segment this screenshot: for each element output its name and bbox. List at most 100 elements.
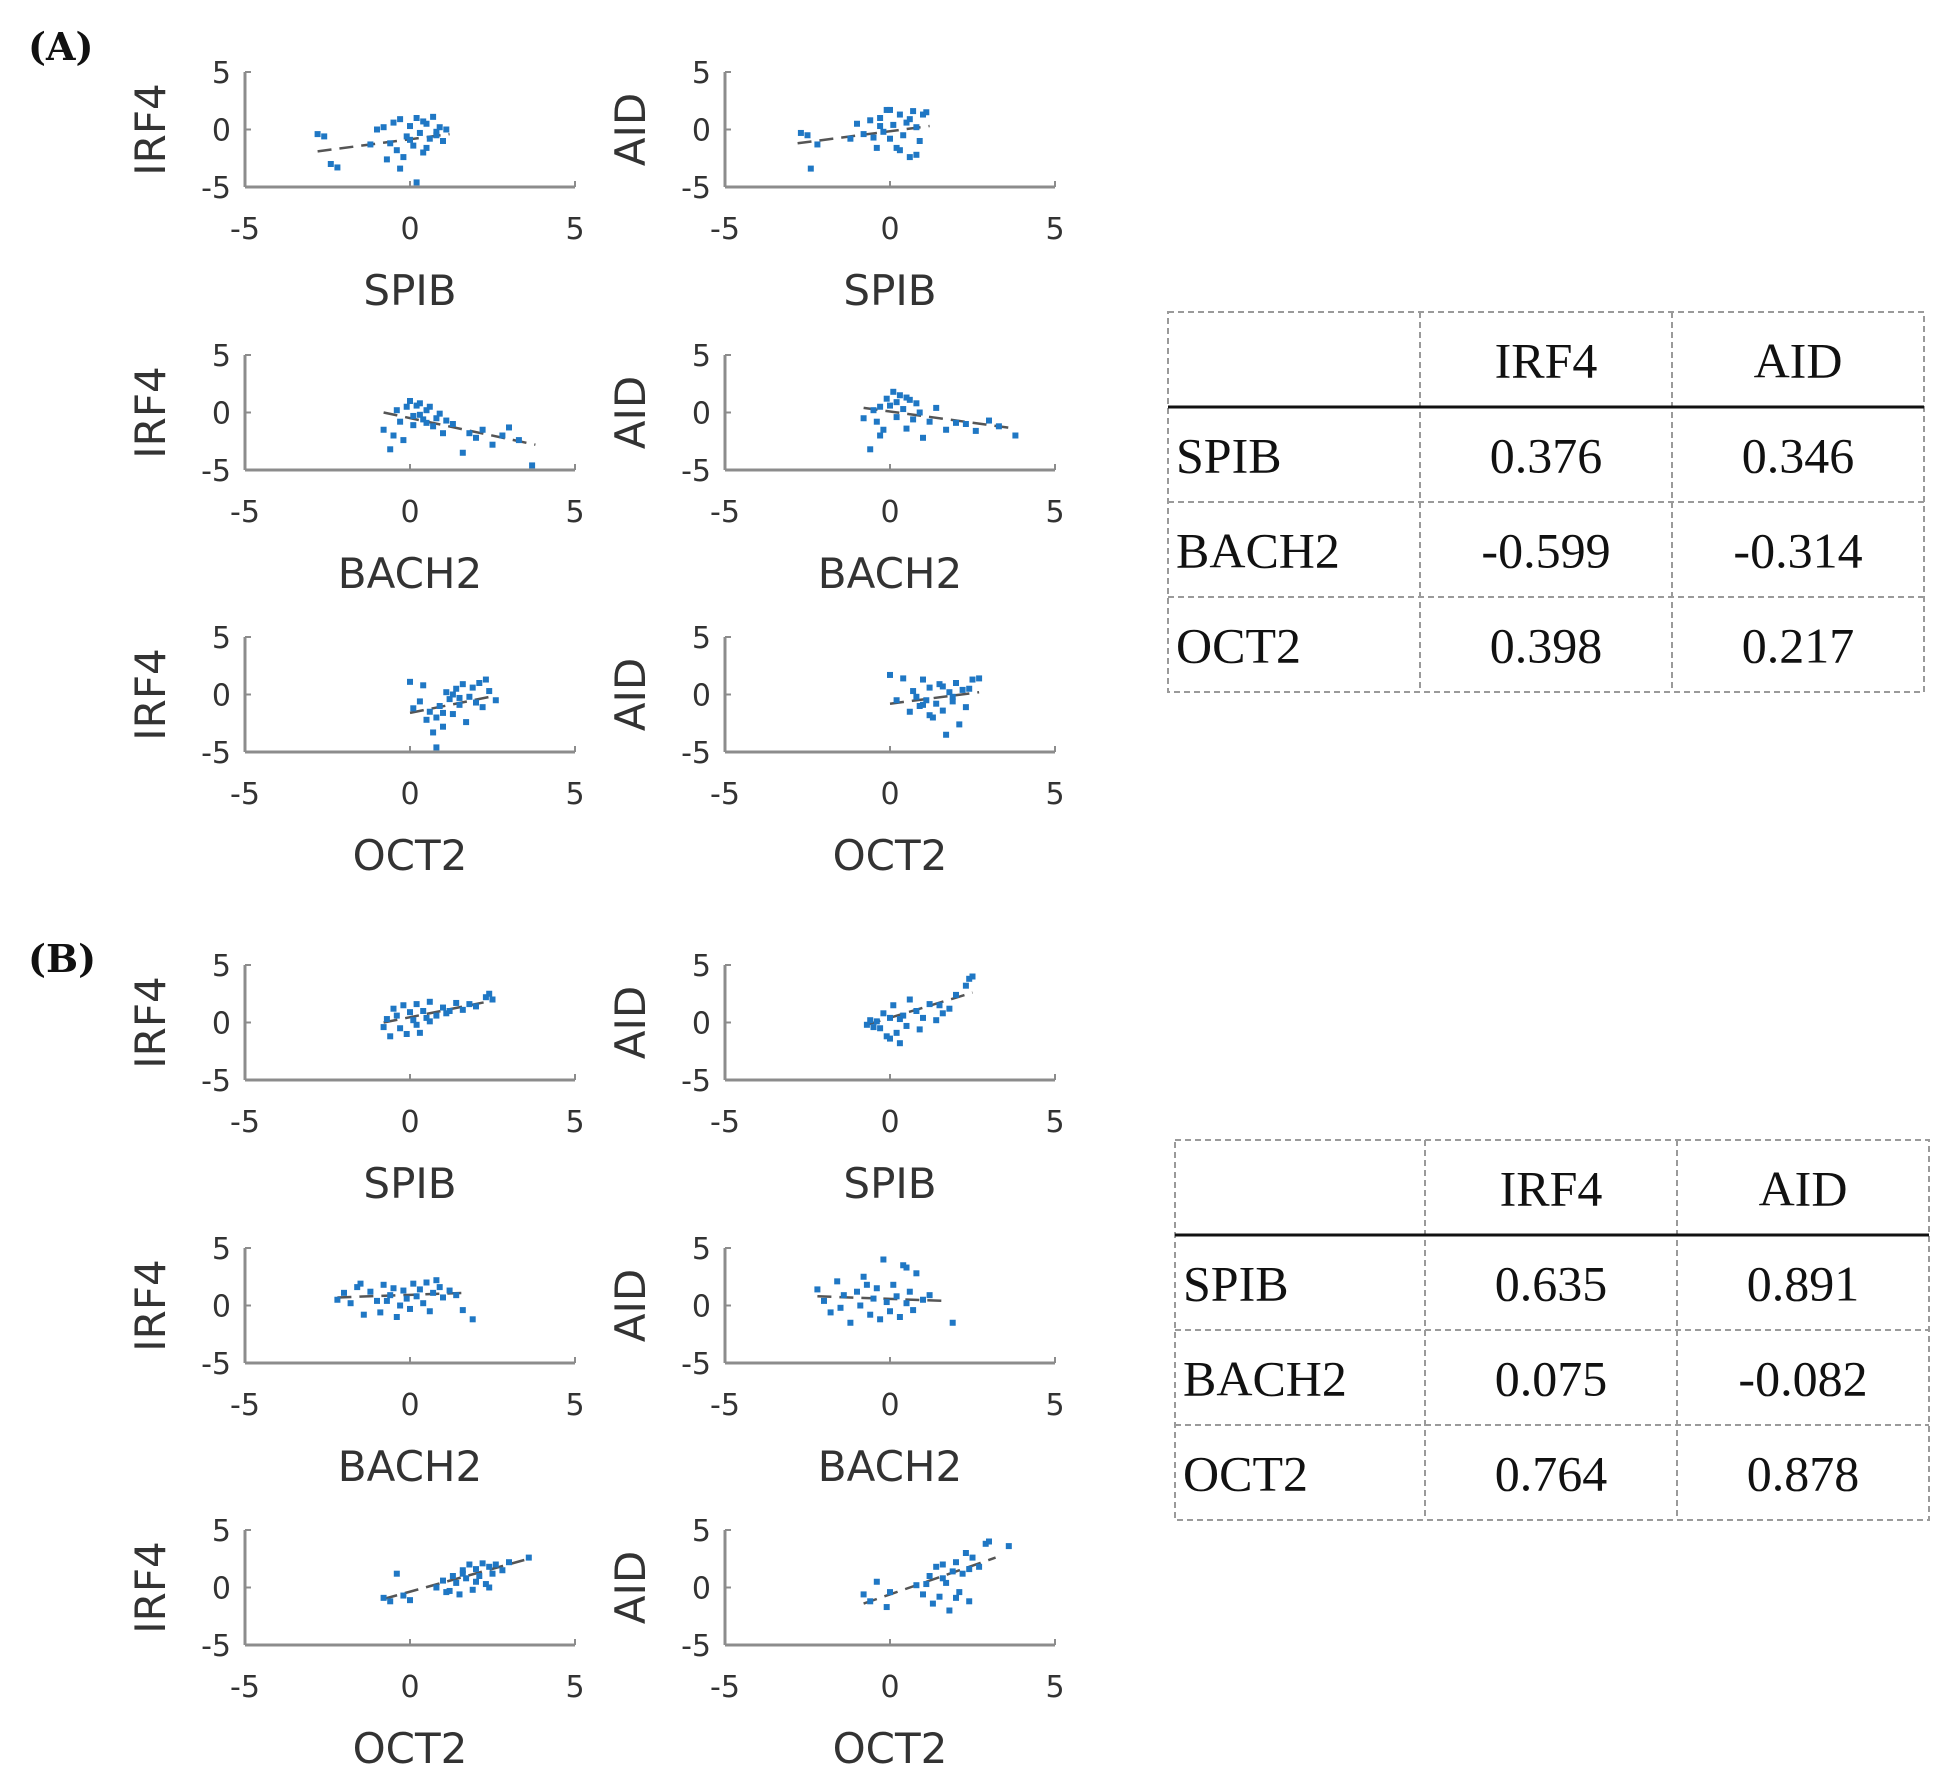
data-point: [916, 138, 923, 144]
data-point: [469, 684, 476, 691]
data-point: [873, 1285, 880, 1292]
data-point: [449, 421, 456, 427]
data-point: [413, 1293, 420, 1300]
data-point: [413, 402, 420, 409]
data-point: [860, 415, 867, 422]
data-point: [943, 731, 950, 738]
x-tick-label: -5: [710, 212, 740, 247]
x-axis-title: SPIB: [363, 1159, 456, 1208]
data-point: [459, 1006, 466, 1013]
fit-line: [409, 694, 497, 715]
table-row-label-spib: SPIB: [1176, 428, 1282, 484]
data-point: [913, 124, 920, 131]
data-point: [857, 1302, 864, 1309]
data-point: [334, 1296, 341, 1303]
x-tick-label: -5: [710, 777, 740, 812]
scatter-plot-aid-vs-bach2: 5 0 -5 -5 0 5 BACH2 AID: [606, 1232, 1065, 1491]
x-tick-label: 0: [400, 212, 419, 247]
table-cell-value: 0.376: [1490, 428, 1603, 484]
data-point: [430, 423, 437, 430]
y-tick-label: -5: [681, 1064, 711, 1099]
data-point: [900, 675, 907, 682]
data-point: [420, 682, 427, 689]
data-point: [321, 133, 328, 140]
data-point: [877, 403, 884, 410]
data-point: [506, 1559, 512, 1566]
data-point: [877, 1025, 884, 1032]
data-point: [479, 1560, 486, 1567]
fit-line: [889, 690, 980, 705]
data-point: [893, 1029, 900, 1036]
data-point: [953, 991, 959, 998]
data-point: [413, 115, 420, 121]
data-point: [896, 1016, 903, 1023]
table-row-label-oct2: OCT2: [1176, 618, 1301, 674]
data-point: [906, 154, 913, 161]
data-point: [906, 996, 913, 1003]
data-point: [426, 1018, 433, 1025]
data-point: [804, 132, 811, 139]
data-point: [383, 156, 390, 163]
y-tick-label: 5: [212, 1514, 231, 1549]
data-point: [929, 1600, 936, 1607]
scatter-plot-irf4-vs-spib: 5 0 -5 -5 0 5 SPIB IRF4: [126, 56, 585, 315]
data-point: [515, 437, 522, 444]
x-tick-label: -5: [230, 1105, 260, 1140]
x-tick-label: 0: [880, 1670, 899, 1705]
data-point: [926, 418, 933, 425]
data-point: [466, 693, 473, 700]
data-point: [936, 1002, 943, 1009]
y-axis-title: AID: [606, 376, 655, 449]
x-tick-label: 5: [565, 777, 584, 812]
data-point: [969, 676, 976, 683]
data-point: [1012, 432, 1019, 439]
y-tick-label: -5: [681, 171, 711, 206]
data-point: [893, 144, 900, 151]
data-point: [893, 697, 900, 704]
x-axis-title: BACH2: [818, 549, 962, 598]
data-point: [896, 1314, 903, 1320]
data-point: [400, 1287, 407, 1294]
x-tick-label: 0: [880, 212, 899, 247]
data-point: [397, 418, 404, 425]
x-tick-label: 0: [880, 1388, 899, 1423]
data-point: [867, 117, 874, 124]
data-point: [456, 1591, 463, 1598]
x-tick-label: 5: [1045, 1105, 1064, 1140]
data-point: [883, 395, 890, 402]
data-point: [410, 422, 417, 429]
scatter-plot-irf4-vs-oct2: 5 0 -5 -5 0 5 OCT2 IRF4: [126, 621, 585, 880]
data-point: [995, 423, 1002, 430]
data-point: [880, 1010, 887, 1017]
data-point: [847, 1319, 854, 1326]
data-point: [453, 1292, 460, 1299]
data-point: [939, 683, 946, 690]
y-tick-label: 0: [212, 1007, 231, 1042]
data-point: [920, 111, 926, 118]
y-axis-title: AID: [606, 1551, 655, 1624]
x-tick-label: 0: [400, 1105, 419, 1140]
panel-a-scatter-grid: 5 0 -5 -5 0 5 SPIB IRF4 5 0 -5 -5 0 5 SPIB AID 5 0 -5 -5 0 5 B…: [126, 56, 1065, 880]
data-point: [916, 1026, 923, 1033]
data-point: [407, 398, 413, 404]
data-point: [900, 406, 907, 413]
data-point: [906, 708, 913, 715]
y-axis-title: IRF4: [126, 83, 175, 175]
data-point: [413, 179, 420, 186]
y-axis-title: AID: [606, 986, 655, 1059]
data-point: [890, 388, 897, 395]
data-point: [873, 1018, 880, 1025]
panel-a-correlation-table: IRF4 AID SPIB 0.376 0.346 BACH2 -0.599 -0.314 OC…: [1167, 311, 1925, 693]
data-point: [377, 1309, 384, 1316]
data-point: [840, 1292, 847, 1299]
data-point: [423, 120, 430, 127]
data-point: [900, 1012, 907, 1019]
data-point: [430, 1289, 437, 1296]
data-point: [939, 1561, 946, 1568]
y-axis-title: IRF4: [126, 1541, 175, 1633]
data-point: [334, 164, 341, 171]
fit-line: [383, 1557, 530, 1601]
data-point: [896, 392, 903, 399]
y-tick-label: 0: [212, 1290, 231, 1325]
x-tick-label: 0: [400, 495, 419, 530]
